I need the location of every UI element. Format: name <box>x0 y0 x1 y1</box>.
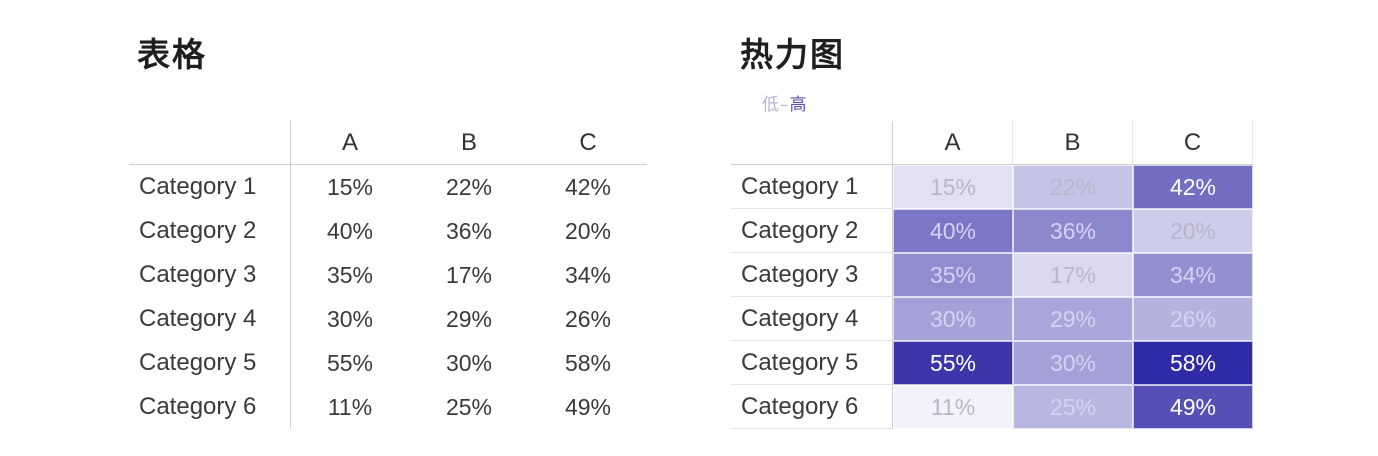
heatmap-cell: 26% <box>1133 297 1253 341</box>
heatmap-grid: A B C Category 1 15% 22% 42% Category 2 40% 36% 20… <box>731 121 1253 429</box>
heatmap-row-label: Category 4 <box>731 297 893 341</box>
heatmap-legend: 低–高 <box>762 90 807 115</box>
heatmap-cell: 25% <box>1013 385 1133 429</box>
row-label: Category 3 <box>129 253 291 297</box>
row-label: Category 4 <box>129 297 291 341</box>
heatmap-row-label: Category 2 <box>731 209 893 253</box>
column-header-c: C <box>529 121 647 165</box>
table-corner <box>129 121 291 165</box>
heatmap-row-label: Category 5 <box>731 341 893 385</box>
column-header-b: B <box>409 121 529 165</box>
heatmap-cell: 22% <box>1013 165 1133 209</box>
legend-high-label: 高 <box>789 95 807 115</box>
table-cell: 55% <box>326 349 374 376</box>
table-cell: 36% <box>445 217 493 244</box>
table-cell: 26% <box>564 305 612 332</box>
heatmap-column-header-c: C <box>1133 121 1253 165</box>
legend-low-label: 低 <box>762 95 779 115</box>
legend-dash: – <box>780 95 789 115</box>
heatmap-cell: 34% <box>1133 253 1253 297</box>
heatmap-cell: 30% <box>1013 341 1133 385</box>
table-cell: 34% <box>564 261 612 288</box>
heatmap-cell: 40% <box>893 209 1013 253</box>
table-cell: 35% <box>326 261 374 288</box>
table-cell: 25% <box>445 393 493 420</box>
table-cell: 11% <box>327 393 373 420</box>
table-title: 表格 <box>137 35 207 74</box>
column-header-a: A <box>291 121 409 165</box>
data-table: A B C Category 1 15% 22% 42% Category 2 40% 36% 20… <box>129 121 647 429</box>
heatmap-cell: 36% <box>1013 209 1133 253</box>
heatmap-cell: 20% <box>1133 209 1253 253</box>
heatmap-title: 热力图 <box>740 35 845 74</box>
heatmap-cell: 29% <box>1013 297 1133 341</box>
row-label: Category 2 <box>129 209 291 253</box>
table-cell: 17% <box>445 261 493 288</box>
table-cell: 15% <box>326 173 374 200</box>
heatmap-cell: 30% <box>893 297 1013 341</box>
heatmap-corner <box>731 121 893 165</box>
heatmap-column-header-b: B <box>1013 121 1133 165</box>
heatmap-row-label: Category 6 <box>731 385 893 429</box>
heatmap-row-label: Category 3 <box>731 253 893 297</box>
heatmap-cell: 55% <box>893 341 1013 385</box>
row-label: Category 5 <box>129 341 291 385</box>
row-label: Category 6 <box>129 385 291 429</box>
heatmap-cell: 15% <box>893 165 1013 209</box>
heatmap-cell: 17% <box>1013 253 1133 297</box>
table-cell: 58% <box>564 349 612 376</box>
table-cell: 29% <box>445 305 493 332</box>
row-label: Category 1 <box>129 165 291 209</box>
table-cell: 22% <box>445 173 493 200</box>
table-cell: 49% <box>564 393 612 420</box>
table-cell: 42% <box>564 173 612 200</box>
table-cell: 30% <box>326 305 374 332</box>
heatmap-cell: 49% <box>1133 385 1253 429</box>
heatmap-cell: 58% <box>1133 341 1253 385</box>
heatmap-cell: 11% <box>893 385 1013 429</box>
table-cell: 40% <box>326 217 374 244</box>
heatmap-cell: 35% <box>893 253 1013 297</box>
table-cell: 20% <box>564 217 612 244</box>
heatmap-cell: 42% <box>1133 165 1253 209</box>
table-cell: 30% <box>445 349 493 376</box>
heatmap-row-label: Category 1 <box>731 165 893 209</box>
heatmap-column-header-a: A <box>893 121 1013 165</box>
